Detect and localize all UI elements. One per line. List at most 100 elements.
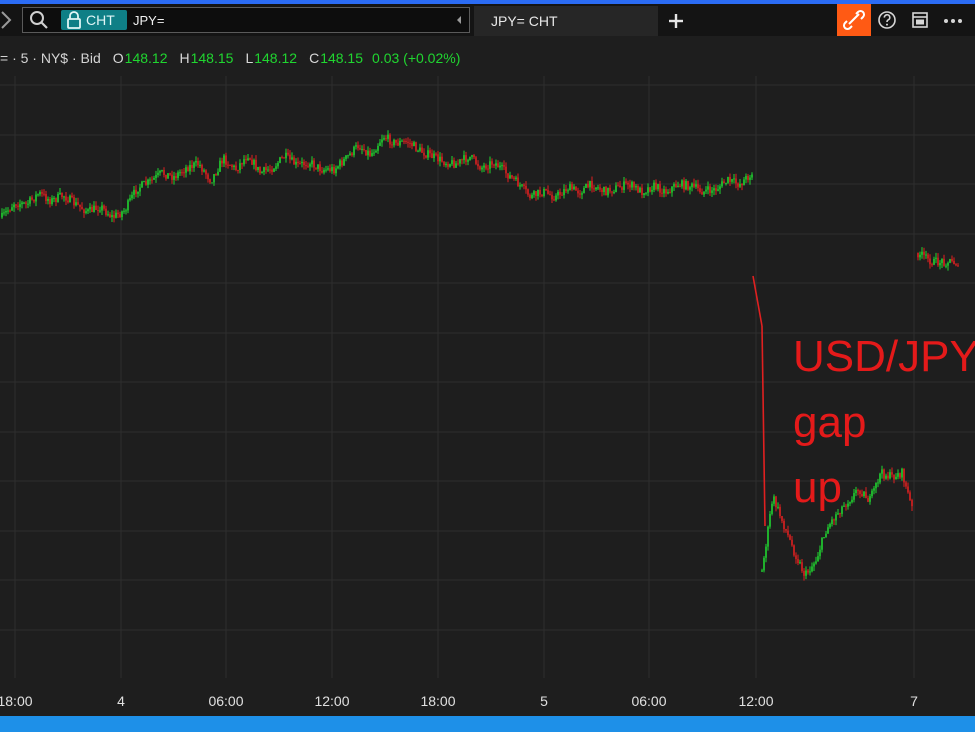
- candle-body: [187, 167, 189, 172]
- candle-body: [65, 196, 67, 201]
- candle-body: [359, 148, 361, 150]
- candle-body: [269, 169, 271, 171]
- candle-body: [57, 193, 59, 202]
- candle-body: [13, 204, 15, 208]
- candle-body: [453, 160, 455, 168]
- candle-body: [659, 184, 661, 193]
- candle-body: [5, 211, 7, 213]
- candle-body: [717, 189, 719, 191]
- high-key: H: [179, 50, 190, 66]
- candle-body: [887, 475, 889, 479]
- candle-body: [137, 191, 139, 194]
- candle-body: [863, 491, 865, 497]
- interval-label[interactable]: = · 5 · NY$ · Bid: [0, 50, 101, 66]
- candle-body: [263, 167, 265, 173]
- candle-body: [429, 150, 431, 154]
- candle-body: [483, 165, 485, 168]
- candle-body: [235, 165, 237, 170]
- x-axis: 18:00 4 06:00 12:00 18:00 5 06:00 12:00 7: [0, 693, 918, 709]
- candle-body: [737, 183, 739, 187]
- candle-body: [541, 194, 543, 196]
- candle-body: [175, 176, 177, 179]
- window-bottom-accent: [0, 716, 975, 732]
- candle-body: [9, 210, 11, 212]
- price-chart[interactable]: 18:00 4 06:00 12:00 18:00 5 06:00 12:00 7 USD/JP…: [0, 36, 975, 716]
- candle-body: [67, 200, 69, 203]
- link-button[interactable]: [837, 4, 871, 36]
- x-tick-label: 06:00: [631, 693, 666, 709]
- candle-body: [641, 187, 643, 195]
- collapse-icon[interactable]: [453, 12, 465, 28]
- candle-body: [195, 161, 197, 163]
- candle-body: [307, 165, 309, 167]
- help-icon[interactable]: [876, 9, 898, 31]
- candle-body: [329, 168, 331, 172]
- candle-body: [917, 253, 919, 258]
- candle-body: [699, 188, 701, 193]
- candle-body: [29, 197, 31, 204]
- annotation-line: gap: [793, 398, 866, 447]
- candles: [1, 130, 959, 581]
- candle-body: [935, 257, 937, 259]
- candle-body: [521, 184, 523, 186]
- candle-body: [907, 486, 909, 493]
- candle-body: [681, 180, 683, 187]
- more-icon[interactable]: [940, 9, 966, 31]
- candle-body: [747, 176, 749, 180]
- tab-jpy-cht[interactable]: JPY= CHT: [474, 6, 658, 36]
- candle-body: [183, 172, 185, 174]
- candle-body: [267, 169, 269, 171]
- candle-body: [743, 179, 745, 186]
- ric-search-box[interactable]: CHT: [22, 7, 470, 33]
- candle-body: [337, 166, 339, 169]
- candle-body: [829, 524, 831, 528]
- candle-body: [867, 498, 869, 502]
- candle-body: [711, 190, 713, 193]
- link-icon: [842, 9, 866, 31]
- candle-body: [819, 549, 821, 557]
- candle-body: [769, 513, 771, 527]
- candle-body: [291, 157, 293, 160]
- candle-body: [663, 189, 665, 194]
- candle-body: [351, 153, 353, 156]
- candle-body: [563, 189, 565, 196]
- candle-body: [645, 192, 647, 194]
- candle-body: [687, 181, 689, 190]
- candle-body: [553, 199, 555, 201]
- ohlc-info-bar: = · 5 · NY$ · Bid O 148.12 H 148.15 L 148.1…: [0, 47, 460, 69]
- candle-body: [99, 210, 101, 212]
- candle-body: [297, 161, 299, 164]
- candle-body: [653, 182, 655, 190]
- candle-body: [857, 490, 859, 492]
- candle-body: [533, 191, 535, 195]
- candle-body: [511, 175, 513, 178]
- app-badge[interactable]: CHT: [61, 10, 127, 30]
- candle-body: [133, 189, 135, 195]
- search-icon[interactable]: [28, 10, 50, 30]
- layout-icon[interactable]: [908, 9, 932, 31]
- candle-body: [53, 197, 55, 199]
- candle-body: [353, 146, 355, 156]
- candle-body: [165, 174, 167, 179]
- candle-body: [295, 161, 297, 165]
- candle-body: [885, 475, 887, 479]
- candle-body: [539, 190, 541, 195]
- ric-input[interactable]: [133, 10, 443, 30]
- candle-body: [357, 145, 359, 149]
- candle-body: [617, 185, 619, 187]
- candle-body: [41, 192, 43, 194]
- x-tick-label: 4: [117, 693, 125, 709]
- chevron-right-icon[interactable]: [0, 8, 14, 32]
- candle-body: [927, 254, 929, 259]
- candle-body: [633, 181, 635, 188]
- candle-body: [649, 187, 651, 192]
- candle-body: [881, 469, 883, 474]
- candle-body: [179, 172, 181, 174]
- add-icon[interactable]: [664, 10, 688, 32]
- candle-body: [369, 150, 371, 156]
- candle-body: [775, 496, 777, 508]
- candle-body: [191, 164, 193, 168]
- candle-body: [701, 192, 703, 195]
- candle-body: [815, 561, 817, 564]
- candle-body: [433, 153, 435, 159]
